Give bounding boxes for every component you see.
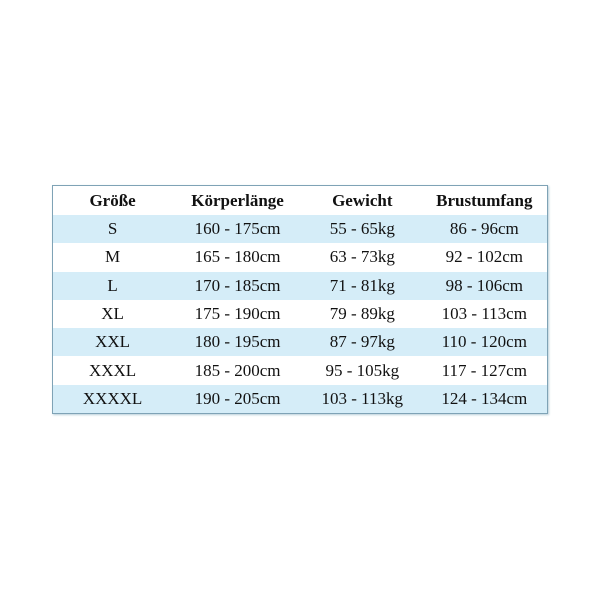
table-row: S 160 - 175cm 55 - 65kg 86 - 96cm (52, 215, 548, 244)
table-row: XXXXL 190 - 205cm 103 - 113kg 124 - 134cm (52, 384, 548, 414)
cell-height: 160 - 175cm (172, 215, 303, 244)
cell-chest: 110 - 120cm (421, 328, 548, 357)
cell-size: M (105, 247, 121, 267)
cell-weight: 55 - 65kg (302, 215, 422, 244)
cell-chest: 92 - 102cm (445, 247, 524, 267)
cell-size: XXXXL (52, 384, 173, 414)
header-weight: Gewicht (302, 185, 422, 215)
header-height: Körperlänge (172, 185, 303, 215)
cell-size: XXL (52, 328, 173, 357)
cell-size: L (52, 271, 173, 300)
cell-chest: 98 - 106cm (421, 271, 548, 300)
cell-size: XL (101, 304, 124, 324)
cell-height: 170 - 185cm (172, 271, 303, 300)
table-row: M 165 - 180cm 63 - 73kg 92 - 102cm (53, 243, 548, 271)
cell-size: XXXL (88, 360, 137, 380)
cell-height: 180 - 195cm (172, 328, 303, 357)
cell-height: 190 - 205cm (172, 384, 303, 414)
cell-height: 175 - 190cm (194, 304, 281, 324)
cell-weight: 87 - 97kg (302, 328, 422, 357)
cell-size: S (52, 215, 173, 244)
table-row: XXL 180 - 195cm 87 - 97kg 110 - 120cm (52, 328, 548, 357)
cell-chest: 103 - 113cm (441, 304, 527, 324)
header-chest: Brustumfang (421, 185, 548, 215)
table-row: L 170 - 185cm 71 - 81kg 98 - 106cm (52, 271, 548, 300)
cell-height: 165 - 180cm (194, 247, 281, 267)
table-row: XXXL 185 - 200cm 95 - 105kg 117 - 127cm (53, 356, 548, 384)
cell-height: 185 - 200cm (194, 360, 281, 380)
header-size: Größe (52, 185, 173, 215)
header-row: Größe Körperlänge Gewicht Brustumfang (52, 185, 548, 215)
cell-chest: 117 - 127cm (441, 360, 527, 380)
cell-weight: 95 - 105kg (325, 360, 400, 380)
cell-weight: 71 - 81kg (302, 271, 422, 300)
cell-chest: 86 - 96cm (421, 215, 548, 244)
cell-weight: 79 - 89kg (329, 304, 395, 324)
cell-weight: 63 - 73kg (329, 247, 395, 267)
cell-weight: 103 - 113kg (302, 384, 422, 414)
table-row: XL 175 - 190cm 79 - 89kg 103 - 113cm (53, 300, 548, 328)
cell-chest: 124 - 134cm (421, 384, 548, 414)
